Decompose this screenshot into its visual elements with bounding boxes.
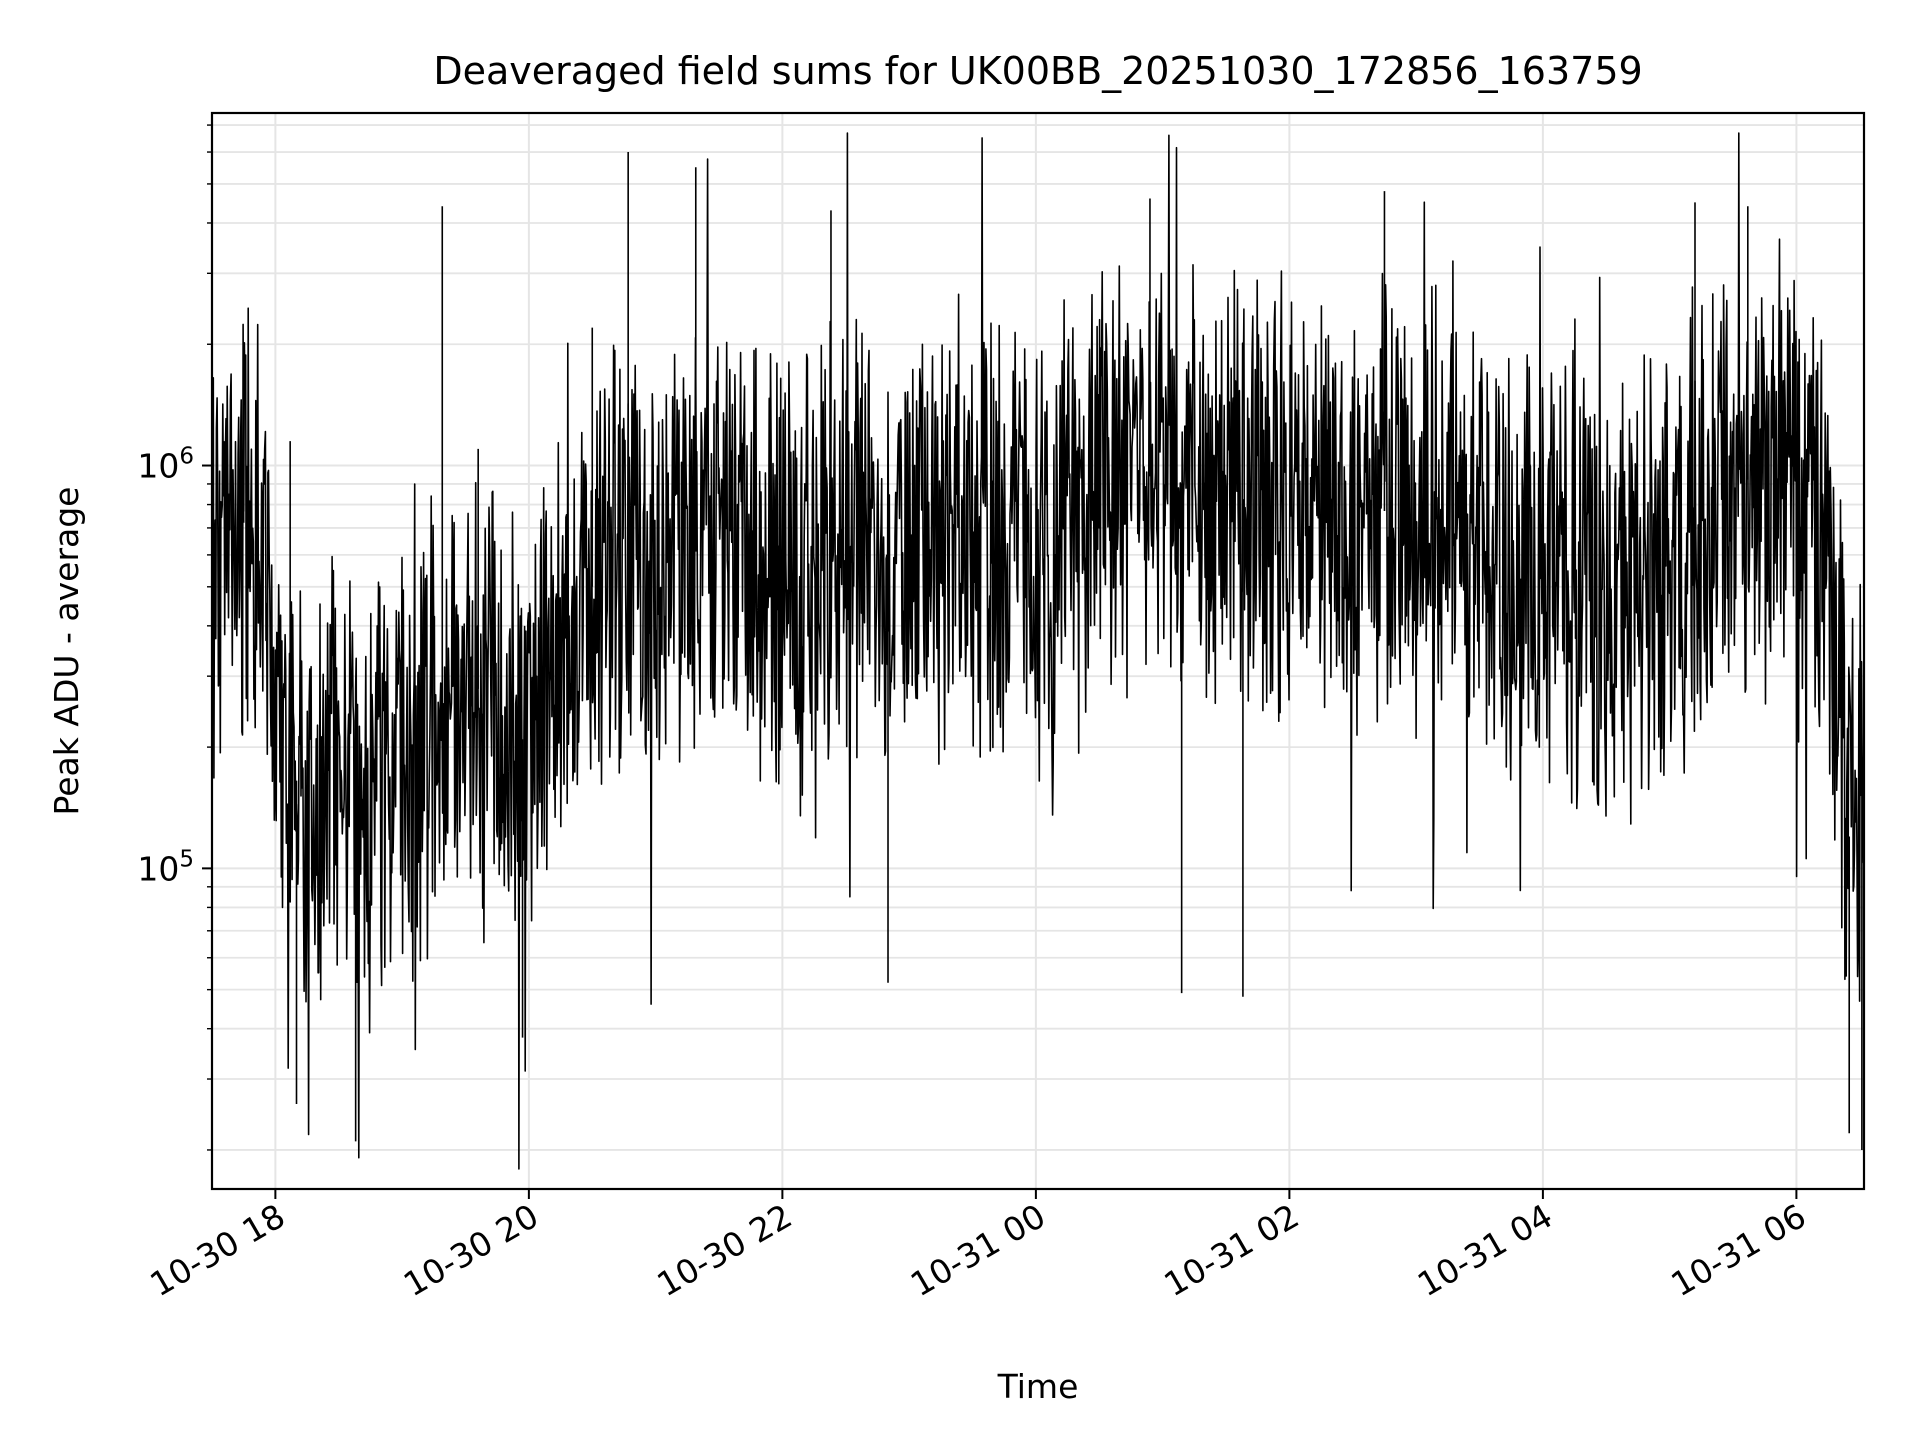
y-tick-label: 106: [137, 444, 194, 486]
y-axis-label: Peak ADU - average: [47, 487, 86, 816]
series-line: [211, 132, 1865, 1170]
data-line-layer: [211, 132, 1865, 1170]
x-axis-label: Time: [997, 1367, 1079, 1406]
y-axis-ticks: 105 106: [137, 124, 212, 1151]
plot-frame: [210, 111, 1866, 1191]
y-tick-label: 105: [137, 846, 194, 888]
chart-title: Deaveraged field sums for UK00BB_2025103…: [433, 49, 1642, 93]
